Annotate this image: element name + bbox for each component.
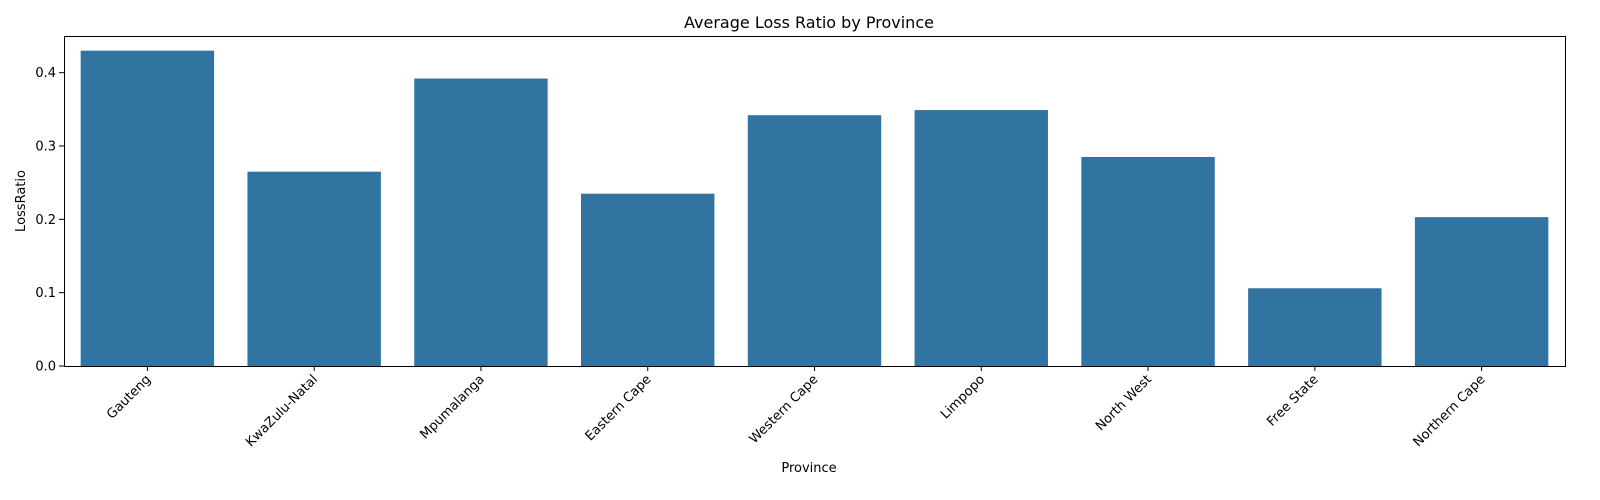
- bar-free-state: [1248, 288, 1382, 366]
- plot-frame: [64, 36, 1566, 367]
- bars-group: [80, 50, 1549, 367]
- x-tick-label: Gauteng: [104, 372, 154, 422]
- bar-western-cape: [747, 115, 882, 366]
- x-tick-label: Free State: [1264, 372, 1321, 429]
- x-tick-label: Western Cape: [747, 372, 822, 447]
- bar-eastern-cape: [581, 193, 715, 366]
- x-axis-ticks: Gauteng KwaZulu-Natal Mpumalanga Eastern Ca…: [104, 366, 1488, 450]
- x-tick-label: Northern Cape: [1411, 372, 1489, 450]
- y-tick-label: 0.3: [35, 140, 56, 155]
- x-tick-label: Limpopo: [938, 372, 988, 422]
- y-axis-ticks: 0.0 0.1 0.2 0.3 0.4: [35, 66, 64, 375]
- bar-kwazulu-natal: [247, 171, 381, 366]
- x-tick-label: KwaZulu-Natal: [243, 372, 321, 450]
- x-tick-label: North West: [1093, 372, 1155, 434]
- bar-mpumalanga: [414, 78, 548, 366]
- bar-northern-cape: [1414, 217, 1549, 366]
- bar-north-west: [1081, 157, 1215, 366]
- bar-gauteng: [80, 50, 215, 367]
- x-axis-label: Province: [781, 461, 836, 476]
- chart-title: Average Loss Ratio by Province: [684, 13, 934, 32]
- x-tick-label: Mpumalanga: [418, 372, 488, 442]
- x-tick-label: Eastern Cape: [583, 372, 655, 444]
- y-tick-label: 0.4: [35, 66, 56, 81]
- y-axis-label: LossRatio: [14, 170, 29, 232]
- y-tick-label: 0.1: [35, 286, 56, 301]
- y-tick-label: 0.2: [35, 213, 56, 228]
- y-tick-label: 0.0: [35, 360, 56, 375]
- bar-limpopo: [914, 110, 1048, 366]
